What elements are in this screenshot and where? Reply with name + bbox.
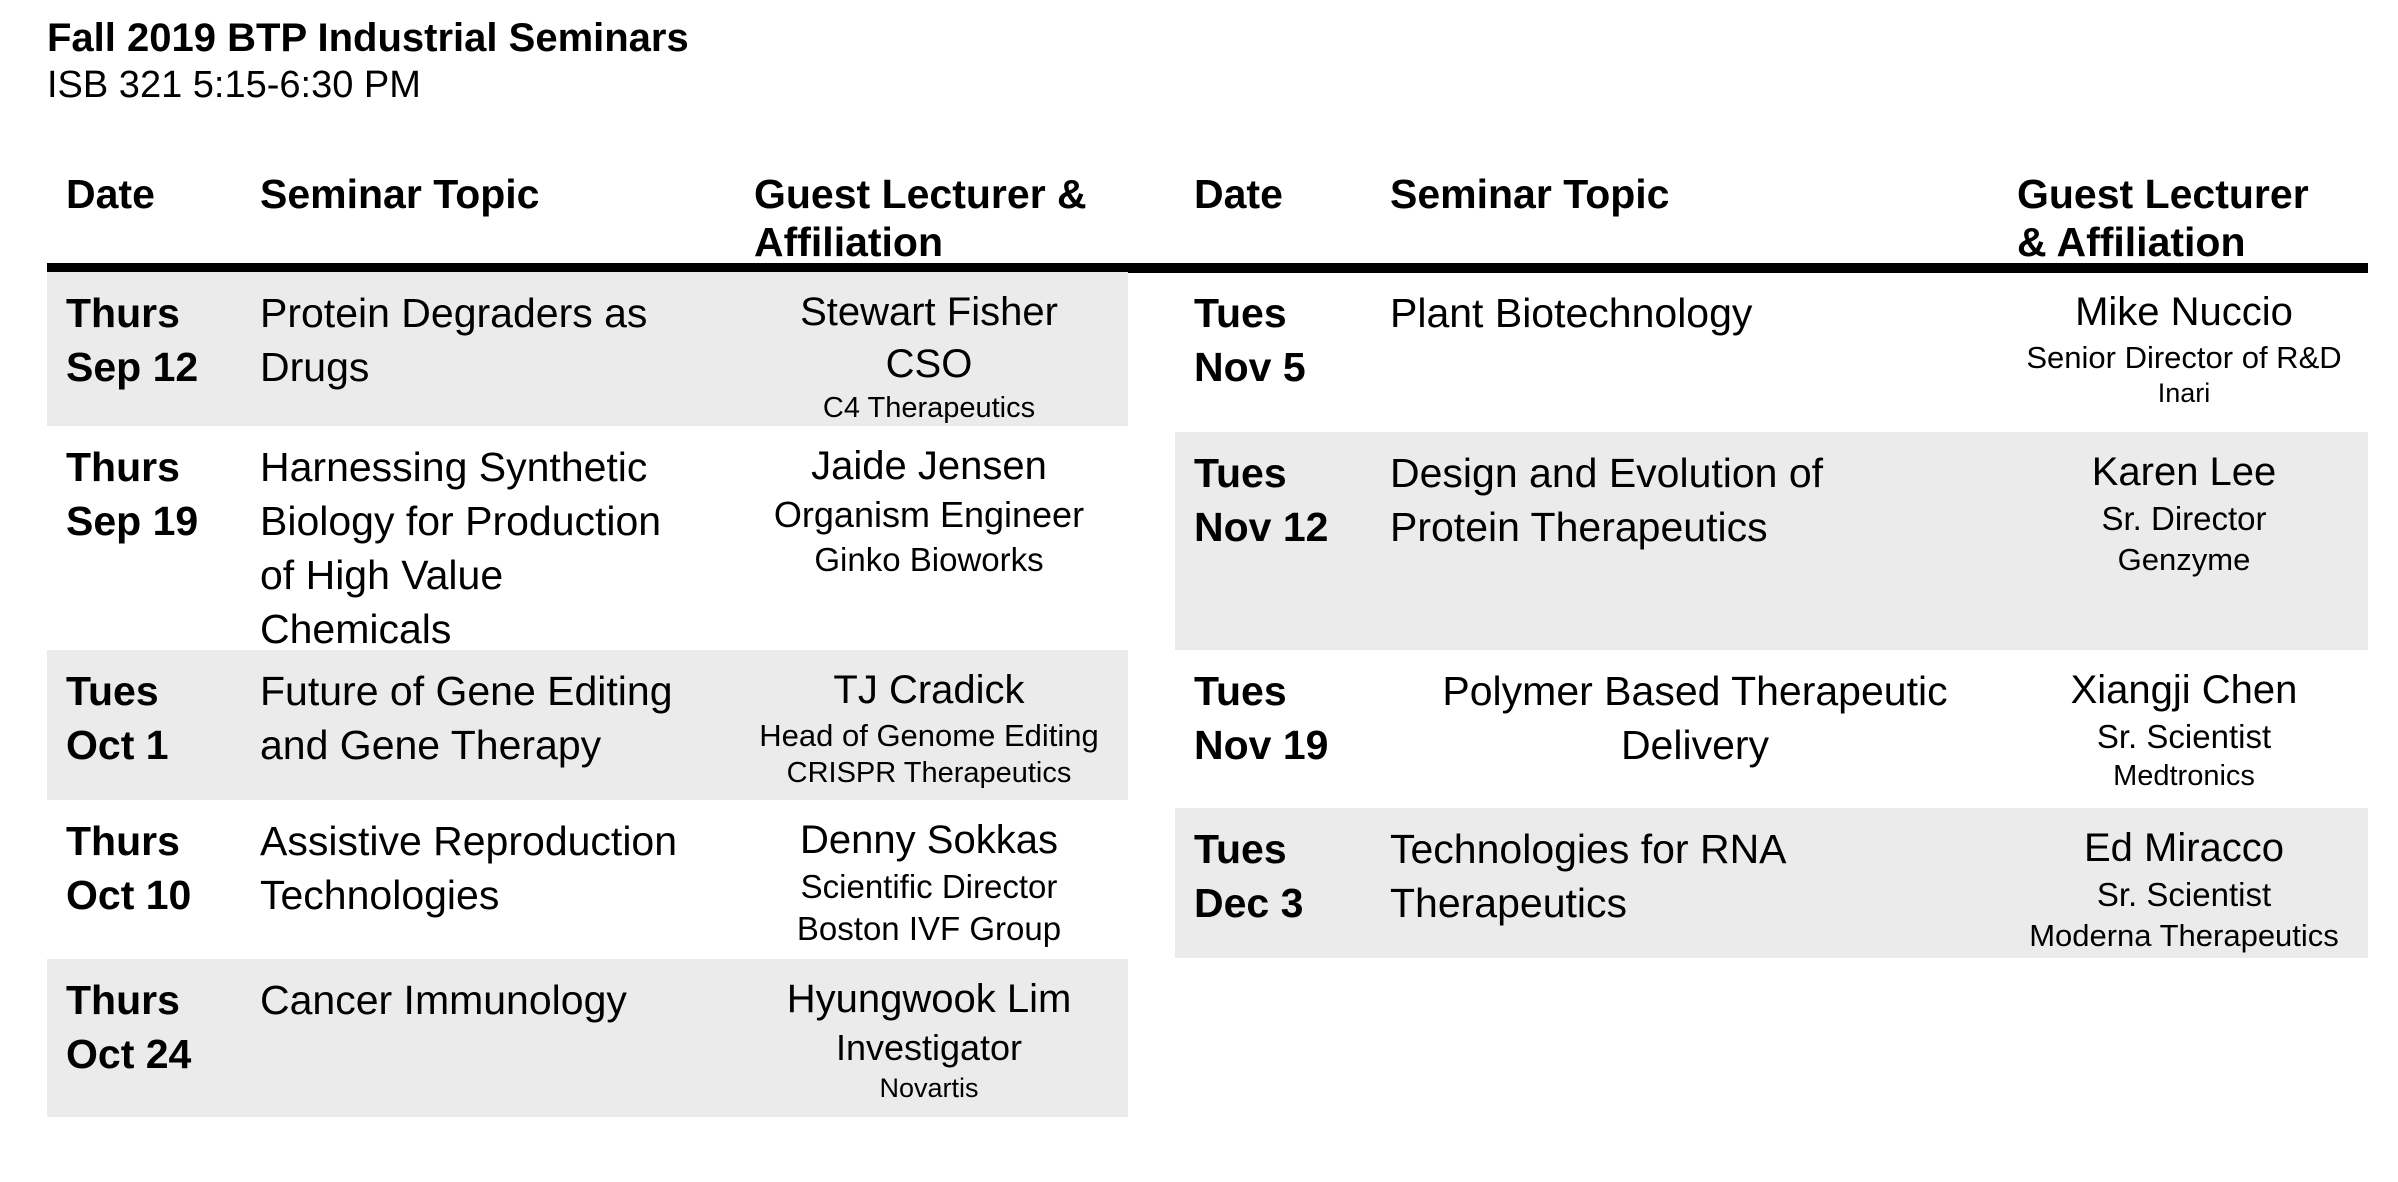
seminar-date: Nov 5 [1194,344,1306,391]
table-row: Tues Dec 3 Technologies for RNA Therapeu… [1175,808,2368,958]
lecturer-role: Sr. Scientist [2096,876,2272,913]
lecturer-role: Sr. Scientist [2096,718,2272,755]
lecturer-name: TJ Cradick [833,668,1025,712]
seminar-topic: Plant Biotechnology [1390,290,1753,336]
seminar-day: Thurs [66,818,180,864]
lecturer-affiliation: C4 Therapeutics [822,392,1036,424]
seminar-day: Tues [66,668,159,714]
left-header-topic: Seminar Topic [260,171,540,217]
seminar-date: Oct 1 [66,722,169,769]
seminar-day: Thurs [66,977,180,1023]
date-cell: Thurs Oct 10 [47,814,247,959]
date-cell: Thurs Sep 12 [47,286,247,426]
lecturer-role: Investigator [835,1027,1023,1068]
seminar-date: Oct 24 [66,1031,192,1078]
guest-cell: Stewart Fisher CSO C4 Therapeutics [730,286,1128,426]
date-cell: Tues Oct 1 [47,664,247,800]
lecturer-role: Senior Director of R&D [2026,340,2342,375]
table-row: Thurs Sep 12 Protein Degraders as Drugs … [47,272,1128,426]
date-cell: Tues Nov 19 [1175,664,1375,808]
right-header-date: Date [1194,171,1283,217]
guest-cell: Denny Sokkas Scientific Director Boston … [730,814,1128,959]
table-row: Thurs Sep 19 Harnessing Synthetic Biolog… [47,426,1128,650]
lecturer-role: CSO [885,342,973,386]
lecturer-name: Karen Lee [2091,450,2277,494]
right-table-header-row: Date Seminar Topic Guest Lecturer & Affi… [1175,170,2368,267]
right-table: Tues Nov 5 Plant Biotechnology Mike Nucc… [1175,272,2368,958]
seminar-day: Thurs [66,290,180,336]
seminar-date: Dec 3 [1194,880,1304,927]
seminar-topic: Harnessing Synthetic Biology for Product… [260,444,662,650]
guest-cell: Xiangji Chen Sr. Scientist Medtronics [2000,664,2368,808]
table-row: Tues Nov 19 Polymer Based Therapeutic De… [1175,650,2368,808]
seminar-date: Nov 19 [1194,722,1329,769]
seminar-day: Thurs [66,444,180,490]
seminar-day: Tues [1194,826,1287,872]
lecturer-role: Organism Engineer [773,494,1085,535]
lecturer-name: Xiangji Chen [2070,668,2298,712]
seminar-topic: Assistive Reproduction Technologies [260,818,678,919]
table-row: Tues Oct 1 Future of Gene Editing and Ge… [47,650,1128,800]
right-header-guest: Guest Lecturer & Affiliation [2017,171,2309,266]
date-cell: Tues Dec 3 [1175,822,1375,958]
seminar-date: Nov 12 [1194,504,1329,551]
seminar-topic: Future of Gene Editing and Gene Therapy [260,668,673,769]
lecturer-affiliation: Novartis [879,1072,979,1103]
date-cell: Thurs Oct 24 [47,973,247,1117]
guest-cell: Karen Lee Sr. Director Genzyme [2000,446,2368,650]
lecturer-name: Hyungwook Lim [786,977,1072,1021]
lecturer-role: Sr. Director [2101,500,2267,537]
seminar-date: Sep 12 [66,344,199,391]
left-header-guest: Guest Lecturer & Affiliation [754,171,1087,266]
lecturer-affiliation: Boston IVF Group [796,909,1062,947]
lecturer-affiliation: Ginko Bioworks [814,540,1044,578]
lecturer-name: Mike Nuccio [2075,290,2293,334]
lecturer-role: Head of Genome Editing [759,718,1099,753]
lecturer-affiliation: Moderna Therapeutics [2029,917,2339,953]
lecturer-role: Scientific Director [800,868,1058,905]
table-row: Tues Nov 12 Design and Evolution of Prot… [1175,432,2368,650]
seminar-day: Tues [1194,450,1287,496]
seminar-topic: Polymer Based Therapeutic Delivery [1442,668,1948,769]
guest-cell: Mike Nuccio Senior Director of R&D Inari [2000,286,2368,432]
guest-cell: Jaide Jensen Organism Engineer Ginko Bio… [730,440,1128,650]
header-divider [47,263,2368,273]
lecturer-name: Denny Sokkas [800,818,1058,862]
seminar-topic: Cancer Immunology [260,977,627,1023]
seminar-day: Tues [1194,290,1287,336]
right-header-topic: Seminar Topic [1390,171,1670,217]
lecturer-name: Stewart Fisher [800,290,1058,334]
date-cell: Thurs Sep 19 [47,440,247,650]
seminar-day: Tues [1194,668,1287,714]
guest-cell: Hyungwook Lim Investigator Novartis [730,973,1128,1117]
seminar-date: Sep 19 [66,498,199,545]
table-row: Thurs Oct 24 Cancer Immunology Hyungwook… [47,959,1128,1117]
date-cell: Tues Nov 12 [1175,446,1375,650]
page-title: Fall 2019 BTP Industrial Seminars [47,16,689,60]
left-header-date: Date [66,171,155,217]
seminar-date: Oct 10 [66,872,192,919]
lecturer-affiliation: CRISPR Therapeutics [786,757,1072,790]
lecturer-affiliation: Genzyme [2117,541,2251,577]
lecturer-affiliation: Inari [2157,378,2211,409]
left-table-header-row: Date Seminar Topic Guest Lecturer & Affi… [47,170,1128,267]
guest-cell: TJ Cradick Head of Genome Editing CRISPR… [730,664,1128,800]
page-subtitle: ISB 321 5:15-6:30 PM [47,64,421,106]
date-cell: Tues Nov 5 [1175,286,1375,432]
seminar-topic: Technologies for RNA Therapeutics [1390,826,1787,927]
guest-cell: Ed Miracco Sr. Scientist Moderna Therape… [2000,822,2368,958]
table-row: Tues Nov 5 Plant Biotechnology Mike Nucc… [1175,272,2368,432]
lecturer-name: Jaide Jensen [811,444,1047,488]
lecturer-name: Ed Miracco [2083,826,2285,870]
lecturer-affiliation: Medtronics [2113,759,2255,792]
left-table: Thurs Sep 12 Protein Degraders as Drugs … [47,272,1128,1117]
seminar-topic: Design and Evolution of Protein Therapeu… [1390,450,1824,551]
table-row: Thurs Oct 10 Assistive Reproduction Tech… [47,800,1128,959]
seminar-topic: Protein Degraders as Drugs [260,290,648,391]
